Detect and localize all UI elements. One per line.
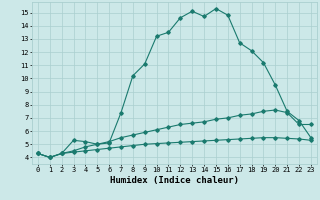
- X-axis label: Humidex (Indice chaleur): Humidex (Indice chaleur): [110, 176, 239, 185]
